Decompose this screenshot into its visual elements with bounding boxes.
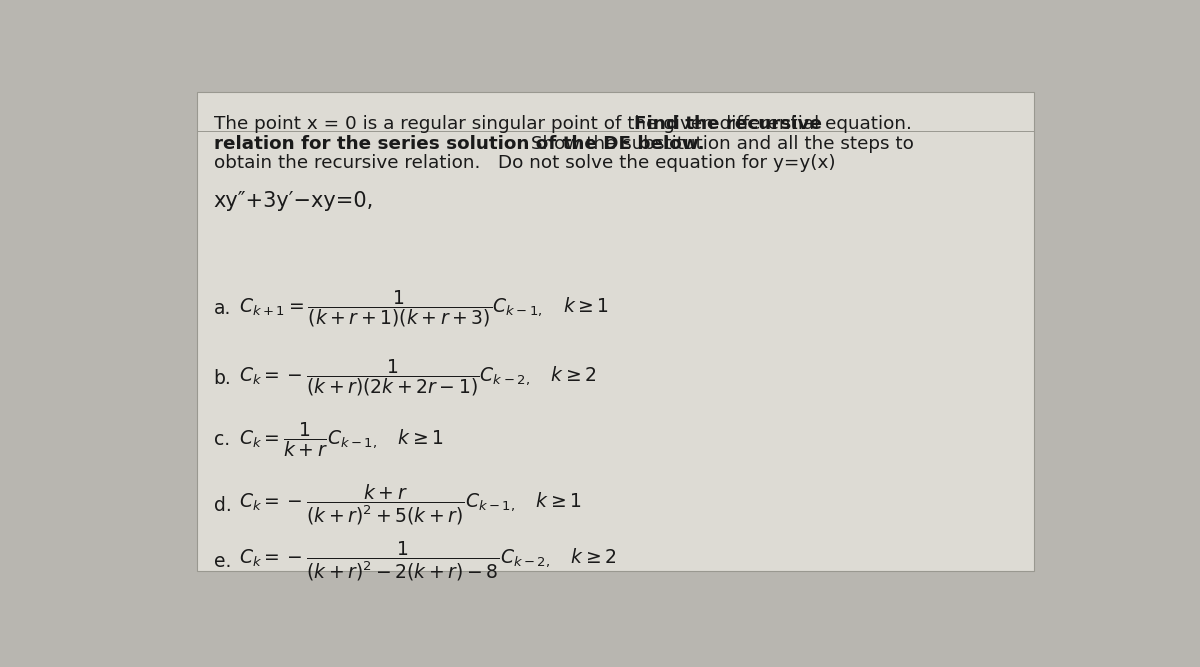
Text: xy″+3y′−xy=0,: xy″+3y′−xy=0, — [214, 191, 374, 211]
Text: $C_{k}= -\dfrac{1}{(k+r)^2-2(k+r)-8}C_{k-2,}\quad k\geq 2$: $C_{k}= -\dfrac{1}{(k+r)^2-2(k+r)-8}C_{k… — [239, 540, 617, 583]
Text: b.: b. — [214, 369, 232, 388]
Text: d.: d. — [214, 496, 232, 514]
Text: Show the substitution and all the steps to: Show the substitution and all the steps … — [526, 135, 914, 153]
Text: Find the recursive: Find the recursive — [635, 115, 822, 133]
Text: $C_{k}=\dfrac{1}{k+r}C_{k-1,}\quad k\geq 1$: $C_{k}=\dfrac{1}{k+r}C_{k-1,}\quad k\geq… — [239, 420, 444, 459]
Text: The point x = 0 is a regular singular point of the given differential equation.: The point x = 0 is a regular singular po… — [214, 115, 923, 133]
Text: relation for the series solution of the DE below.: relation for the series solution of the … — [214, 135, 704, 153]
Text: $C_{k+1}=\dfrac{1}{(k+r+1)(k+r+3)}C_{k-1,}\quad k\geq 1$: $C_{k+1}=\dfrac{1}{(k+r+1)(k+r+3)}C_{k-1… — [239, 288, 610, 329]
Text: e.: e. — [214, 552, 230, 571]
Text: obtain the recursive relation.   Do not solve the equation for y=y(x): obtain the recursive relation. Do not so… — [214, 154, 835, 172]
Text: $C_{k}= -\dfrac{k+r}{(k+r)^2+5(k+r)}C_{k-1,}\quad k\geq 1$: $C_{k}= -\dfrac{k+r}{(k+r)^2+5(k+r)}C_{k… — [239, 483, 582, 527]
Text: c.: c. — [214, 430, 229, 449]
Text: a.: a. — [214, 299, 230, 318]
Text: $C_{k}= -\dfrac{1}{(k+r)(2k+2r-1)}C_{k-2,}\quad k\geq 2$: $C_{k}= -\dfrac{1}{(k+r)(2k+2r-1)}C_{k-2… — [239, 358, 596, 398]
